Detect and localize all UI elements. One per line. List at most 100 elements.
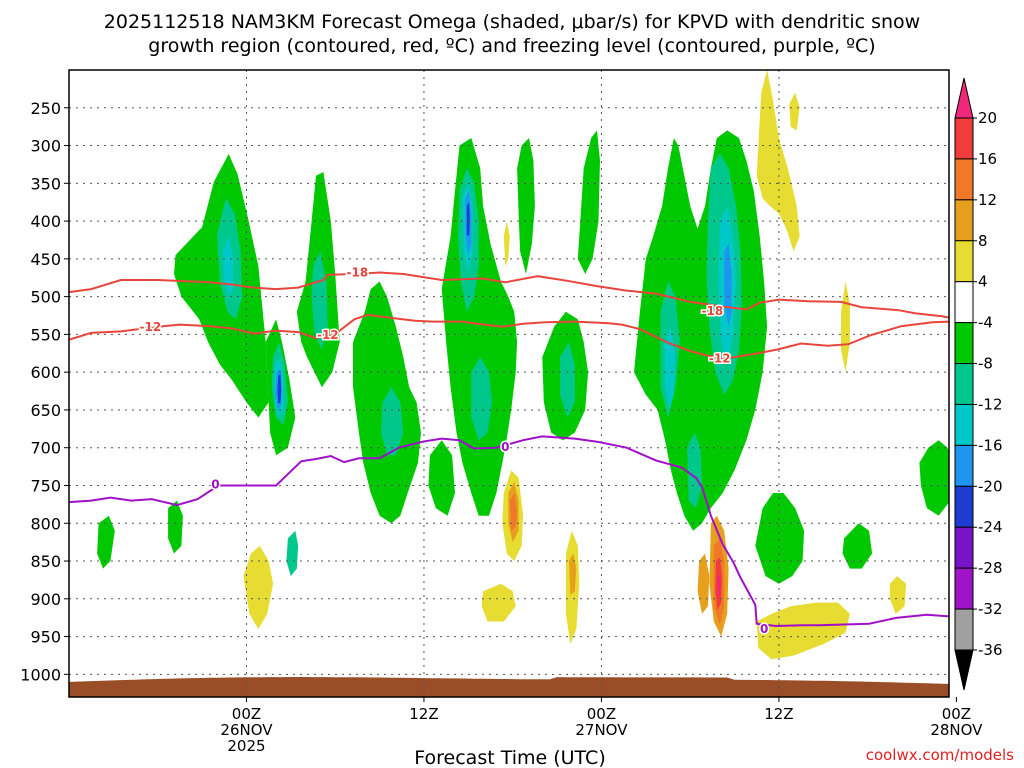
x-axis-label: Forecast Time (UTC) [414, 747, 605, 768]
omega-region [466, 202, 470, 237]
colorbar-segment [954, 485, 974, 528]
colorbar-segment [954, 567, 974, 610]
y-tick-label: 950 [30, 628, 61, 647]
y-tick-label: 300 [30, 137, 61, 156]
colorbar-tick-label: 20 [978, 109, 997, 127]
x-tick-label: 12Z [764, 705, 793, 723]
omega-region [789, 92, 800, 131]
x-tick-label: 12Z [409, 705, 438, 723]
omega-region [481, 583, 516, 622]
colorbar-tick-label: 12 [978, 191, 997, 209]
colorbar-tick-label: -8 [978, 355, 993, 373]
x-tick-label: 2025 [227, 737, 265, 755]
omega-region [919, 440, 949, 516]
colorbar-segment [954, 403, 974, 446]
colorbar-segment [954, 444, 974, 487]
omega-region [503, 221, 510, 267]
omega-region [717, 574, 721, 598]
contour-label: -18 [702, 304, 724, 318]
contour-dgz_-12C [69, 313, 949, 360]
colorbar-tick-label: -12 [978, 395, 1003, 413]
contour-label: 0 [501, 440, 509, 454]
plot-area: -12 -12 -12 -18 -18 0 0 0 [68, 69, 1004, 698]
y-tick-label: 450 [30, 250, 61, 269]
contour-label: 0 [760, 622, 768, 636]
omega-region [842, 523, 873, 569]
colorbar-top-triangle [954, 77, 974, 119]
colorbar-tick-label: 4 [978, 273, 988, 291]
colorbar-tick-label: -32 [978, 600, 1003, 618]
omega-region [222, 236, 234, 297]
colorbar-segment [954, 158, 974, 201]
omega-region [517, 138, 535, 274]
omega-region [97, 515, 115, 569]
colorbar-segment [954, 281, 974, 324]
y-tick-label: 550 [30, 325, 61, 344]
colorbar-segment [954, 363, 974, 405]
y-tick-label: 650 [30, 401, 61, 420]
colorbar-tick-label: -20 [978, 477, 1003, 495]
y-tick-label: 600 [30, 363, 61, 382]
y-tick-label: 500 [30, 288, 61, 307]
y-tick-label: 850 [30, 552, 61, 571]
omega-region [889, 576, 907, 614]
contour-dgz_-18C [69, 271, 949, 319]
x-tick-label: 00Z [587, 705, 616, 723]
y-tick-label: 900 [30, 590, 61, 609]
y-tick-label: 400 [30, 212, 61, 231]
omega-region [577, 130, 600, 274]
colorbar-tick-label: 16 [978, 150, 997, 168]
omega-region [243, 545, 274, 629]
colorbar-segment [954, 199, 974, 242]
colorbar-segment [954, 322, 974, 365]
omega-region [286, 530, 299, 577]
colorbar-tick-label: 8 [978, 232, 988, 250]
omega-region [756, 70, 800, 252]
omega-region [687, 432, 702, 509]
omega-region [756, 602, 850, 660]
colorbar: 20 16 12 8 4 -4 -8 -12 -16 -20 -24 -28 -32 -36 [954, 77, 1003, 691]
chart-title-line-2: growth region (contoured, red, ºC) and f… [148, 35, 875, 57]
omega-region [277, 373, 282, 404]
y-tick-label: 700 [30, 439, 61, 458]
colorbar-segment [954, 240, 974, 283]
y-axis-ticks: 250 300 350 400 450 500 550 600 650 700 750 800 850 9… [20, 99, 69, 684]
colorbar-bottom-triangle [954, 649, 974, 691]
omega-region [471, 357, 492, 441]
colorbar-tick-label: -36 [978, 641, 1003, 659]
y-tick-label: 800 [30, 514, 61, 533]
contour-label: -18 [347, 265, 369, 279]
colorbar-tick-label: -4 [978, 314, 993, 332]
omega-region [381, 387, 404, 456]
colorbar-segment [954, 526, 974, 569]
y-tick-label: 250 [30, 99, 61, 118]
colorbar-segment [954, 608, 974, 651]
x-tick-label: 28NOV [930, 721, 983, 739]
omega-region [168, 500, 183, 554]
colorbar-tick-label: -28 [978, 559, 1003, 577]
y-tick-label: 750 [30, 476, 61, 495]
ground-terrain [69, 677, 949, 697]
x-tick-label: 00Z [232, 705, 261, 723]
colorbar-tick-label: -16 [978, 436, 1003, 454]
omega-region [311, 251, 328, 350]
plot-inner: -12 -12 -12 -18 -18 0 0 0 [69, 70, 1004, 697]
omega-region [973, 418, 1004, 516]
contour-label: -12 [709, 352, 731, 366]
contour-label: -12 [140, 320, 162, 334]
y-tick-label: 1000 [20, 665, 61, 684]
contour-label: 0 [211, 478, 219, 492]
plot-border [68, 69, 950, 698]
contour-label: -12 [317, 328, 339, 342]
x-tick-label: 00Z [942, 705, 971, 723]
colorbar-tick-label: -24 [978, 518, 1003, 536]
contour-freezing_0C [69, 435, 949, 628]
y-tick-label: 350 [30, 174, 61, 193]
omega-region [665, 326, 676, 410]
x-tick-label: 27NOV [575, 721, 628, 739]
credit-text: coolwx.com/models [866, 746, 1014, 764]
omega-region [509, 493, 518, 531]
colorbar-segment [954, 117, 974, 160]
